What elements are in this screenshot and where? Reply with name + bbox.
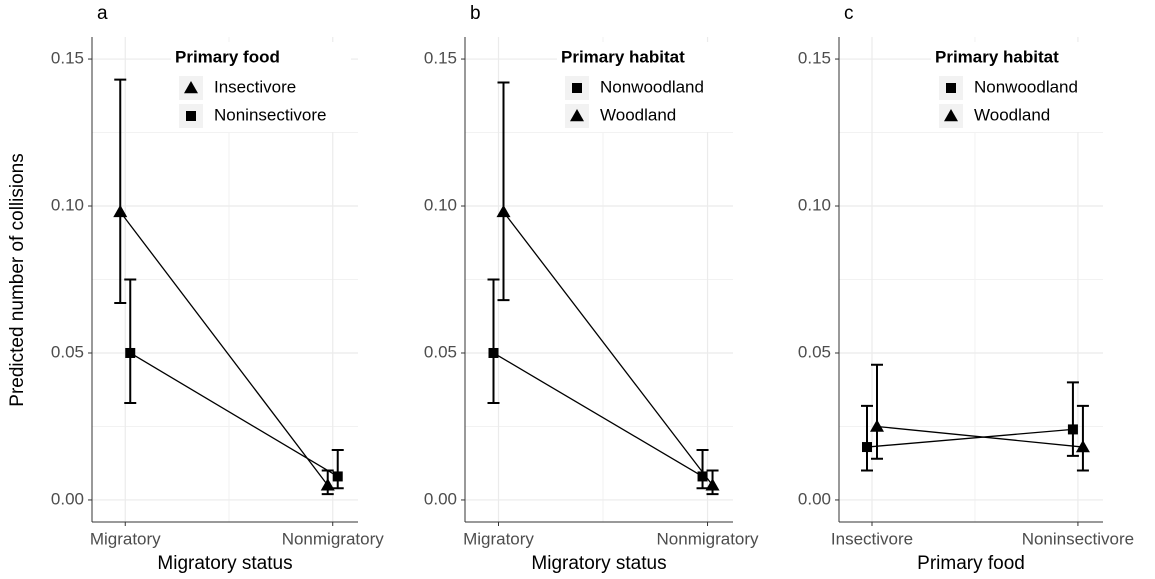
point [113, 204, 128, 218]
legend-label: Woodland [974, 105, 1050, 124]
point [488, 347, 499, 358]
legend-label: Nonwoodland [600, 77, 704, 96]
y-tick-label: 0.10 [51, 195, 84, 214]
y-tick-label: 0.00 [424, 489, 457, 508]
x-tick-label: Insectivore [831, 529, 913, 548]
panel-label: a [97, 3, 108, 24]
y-tick-label: 0.10 [798, 195, 831, 214]
legend-marker [944, 109, 958, 122]
series-line [876, 425, 1083, 448]
x-tick-label: Nonmigratory [657, 529, 760, 548]
legend-marker [184, 81, 198, 94]
y-tick-label: 0.05 [798, 342, 831, 361]
legend-marker [186, 111, 196, 121]
legend-label: Woodland [600, 105, 676, 124]
error-bar [861, 404, 873, 472]
point [697, 471, 708, 482]
series-line [502, 211, 714, 486]
point [496, 204, 511, 218]
error-bar [124, 278, 137, 404]
point [320, 478, 335, 491]
x-axis-title: Migratory status [531, 553, 666, 574]
point [1067, 424, 1078, 435]
legend-label: Noninsectivore [214, 105, 326, 124]
legend-title: Primary food [175, 47, 280, 66]
y-tick-label: 0.15 [798, 49, 831, 68]
x-tick-label: Nonmigratory [282, 529, 385, 548]
error-bar [1076, 404, 1089, 472]
legend-marker [946, 83, 956, 93]
legend-marker [570, 109, 584, 122]
error-bar [497, 81, 510, 302]
series-line [119, 211, 329, 486]
x-axis-title: Migratory status [157, 553, 292, 574]
point [125, 347, 136, 358]
y-tick-label: 0.05 [51, 342, 84, 361]
error-bar [696, 448, 709, 490]
point [862, 442, 872, 453]
x-axis-title: Primary food [917, 553, 1025, 574]
y-tick-label: 0.15 [51, 49, 84, 68]
y-tick-label: 0.00 [798, 489, 831, 508]
y-tick-label: 0.00 [51, 489, 84, 508]
point [705, 478, 720, 491]
y-tick-label: 0.15 [424, 49, 457, 68]
point [870, 419, 884, 432]
x-tick-label: Migratory [463, 529, 534, 548]
error-bar [1066, 381, 1079, 457]
error-bar [487, 278, 500, 404]
point [1075, 440, 1090, 453]
error-bar [331, 448, 344, 490]
legend-label: Insectivore [214, 77, 296, 96]
series-line [493, 352, 703, 477]
series-line [129, 352, 339, 477]
legend-title: Primary habitat [561, 47, 685, 66]
y-axis-title: Predicted number of collisions [7, 153, 28, 406]
legend-label: Nonwoodland [974, 77, 1078, 96]
legend-title: Primary habitat [935, 47, 1059, 66]
y-tick-label: 0.10 [424, 195, 457, 214]
y-tick-label: 0.05 [424, 342, 457, 361]
x-tick-label: Migratory [90, 529, 161, 548]
legend-marker [572, 83, 582, 93]
panel-label: c [844, 3, 854, 24]
x-tick-label: Noninsectivore [1022, 529, 1134, 548]
point [332, 471, 343, 482]
error-bar [114, 78, 127, 305]
series-line [866, 428, 1073, 448]
error-bar [871, 363, 883, 460]
panel-label: b [470, 3, 481, 24]
